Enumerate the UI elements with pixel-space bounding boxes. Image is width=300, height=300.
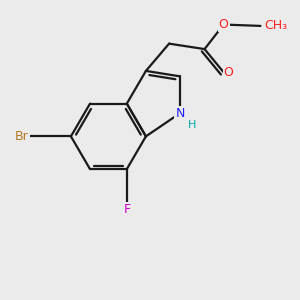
Text: CH₃: CH₃ <box>265 20 288 32</box>
Text: O: O <box>224 66 233 79</box>
Text: N: N <box>175 107 185 120</box>
Text: H: H <box>188 120 196 130</box>
Text: O: O <box>219 18 229 31</box>
Text: Br: Br <box>15 130 28 143</box>
Text: F: F <box>123 203 130 216</box>
